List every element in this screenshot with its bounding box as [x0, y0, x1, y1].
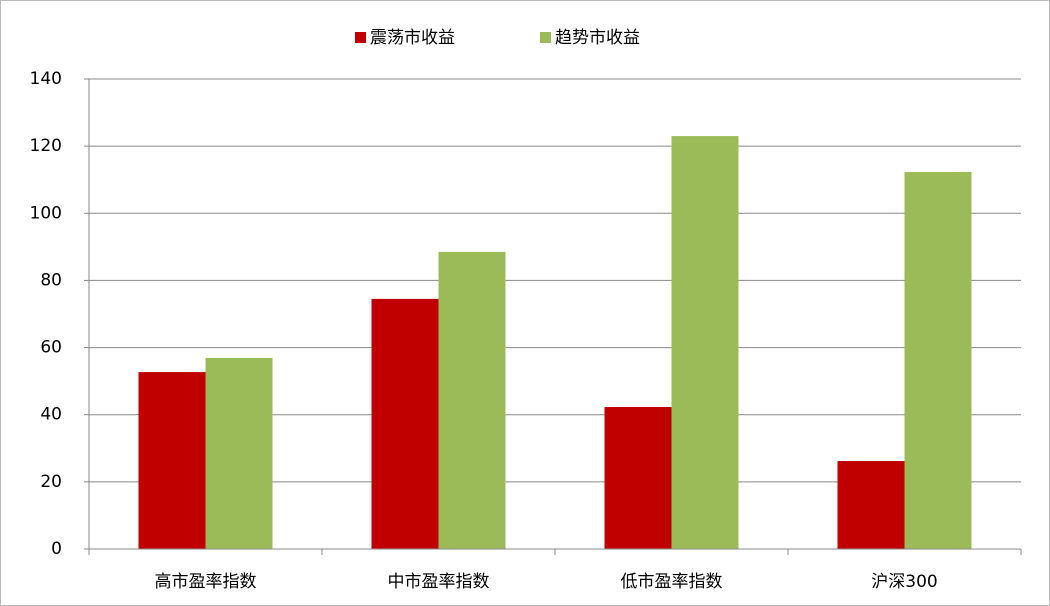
y-tick-label: 60: [40, 338, 62, 358]
y-tick-label: 40: [40, 405, 62, 425]
y-tick-label: 80: [40, 270, 62, 290]
legend-swatch: [355, 32, 366, 43]
bar: [138, 372, 206, 549]
bar: [371, 298, 439, 549]
y-tick-label: 140: [30, 69, 62, 89]
y-tick-label: 20: [40, 472, 62, 492]
legend-swatch: [540, 32, 551, 43]
bar: [904, 171, 972, 549]
bar: [837, 461, 905, 549]
x-tick-label: 中市盈率指数: [388, 572, 490, 592]
x-tick-label: 沪深300: [871, 572, 937, 592]
legend-label: 震荡市收益: [370, 28, 455, 48]
x-tick-label: 低市盈率指数: [621, 572, 723, 592]
bar: [604, 406, 672, 549]
x-tick-label: 高市盈率指数: [155, 572, 257, 592]
y-tick-label: 120: [30, 136, 62, 156]
bar: [671, 136, 739, 550]
y-tick-label: 100: [30, 203, 62, 223]
bar: [205, 357, 273, 549]
bar: [438, 251, 506, 549]
legend-label: 趋势市收益: [555, 28, 640, 48]
y-tick-label: 0: [51, 539, 62, 559]
